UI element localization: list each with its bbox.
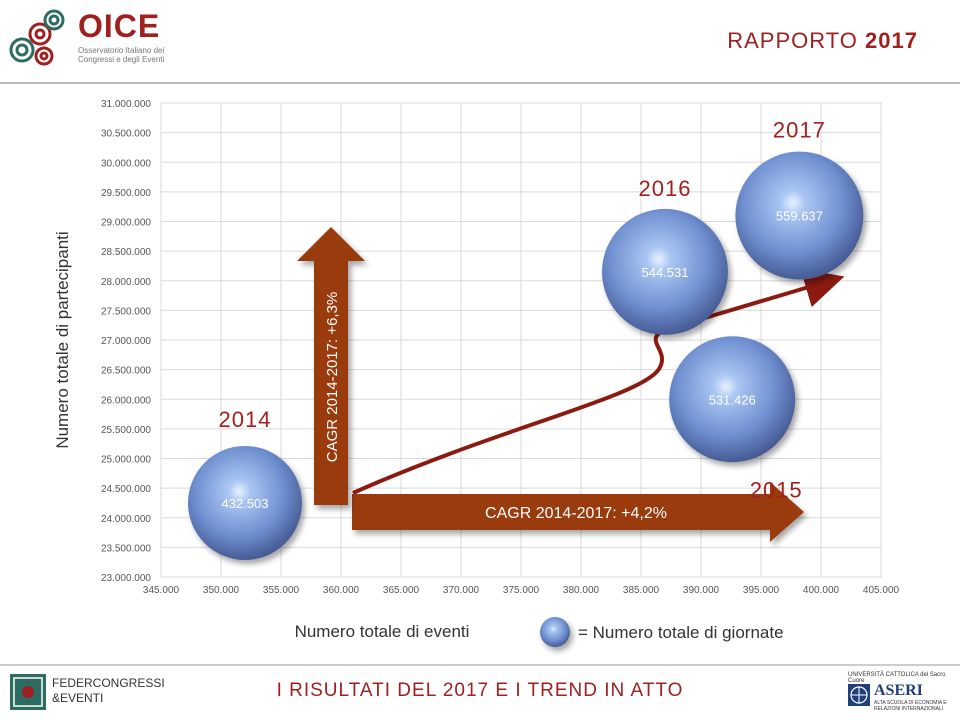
y-tick-label: 28.000.000 (101, 277, 151, 288)
y-tick-label: 30.500.000 (101, 129, 151, 140)
report-year: 2017 (865, 28, 918, 53)
bubble-value-2014: 432.503 (222, 496, 269, 511)
y-tick-label: 23.500.000 (101, 543, 151, 554)
y-tick-label: 23.000.000 (101, 573, 151, 584)
y-tick-label: 27.500.000 (101, 306, 151, 317)
bubble-year-2015: 2015 (750, 477, 803, 502)
bubble-year-2014: 2014 (219, 407, 272, 432)
x-tick-label: 400.000 (803, 585, 840, 596)
federcongressi-logo-icon (10, 674, 46, 710)
aseri-subtitle: ALTA SCUOLA DI ECONOMIA E RELAZIONI INTE… (874, 700, 947, 712)
y-tick-label: 24.000.000 (101, 514, 151, 525)
federcongressi-line1: FEDERCONGRESSI (52, 676, 165, 690)
report-prefix: RAPPORTO (727, 28, 858, 53)
y-tick-label: 26.000.000 (101, 395, 151, 406)
report-title: RAPPORTO 2017 (727, 28, 918, 54)
bubble-value-2017: 559.637 (776, 209, 823, 224)
slide-header: OICE Osservatorio Italiano dei Congressi… (0, 0, 960, 84)
federcongressi-line2: &EVENTI (52, 691, 104, 705)
footer-divider (0, 664, 960, 666)
legend-text: = Numero totale di giornate (578, 623, 784, 642)
federcongressi-logo-text: FEDERCONGRESSI &EVENTI (52, 676, 165, 706)
chart-area: 345.000 350.000 355.000 360.000 365.000 370.0… (0, 84, 960, 664)
x-tick-label: 350.000 (203, 585, 240, 596)
header-divider (0, 82, 960, 84)
legend-bubble-marker (540, 617, 570, 647)
y-tick-label: 25.000.000 (101, 455, 151, 466)
aseri-name: ASERI (874, 682, 923, 699)
y-tick-label: 25.500.000 (101, 425, 151, 436)
aseri-university: UNIVERSITÀ CATTOLICA del Sacro Cuore (848, 672, 946, 684)
x-tick-label: 405.000 (863, 585, 900, 596)
federcongressi-mark-icon (13, 677, 43, 707)
y-tick-label: 27.000.000 (101, 336, 151, 347)
bubble-value-2015: 531.426 (709, 392, 756, 407)
trend-arrow (352, 268, 845, 495)
footer-title: I RISULTATI DEL 2017 E I TREND IN ATTO (276, 680, 684, 701)
y-tick-label: 26.500.000 (101, 366, 151, 377)
cagr-participants-label: CAGR 2014-2017: +6,3% (324, 292, 341, 463)
aseri-globe-icon (848, 684, 870, 706)
y-axis-title: Numero totale di partecipanti (53, 231, 72, 448)
x-tick-label: 375.000 (503, 585, 540, 596)
logo-subtitle: Osservatorio Italiano dei Congressi e de… (78, 46, 165, 64)
x-tick-label: 360.000 (323, 585, 360, 596)
y-tick-label: 30.000.000 (101, 158, 151, 169)
cagr-participants-arrow (297, 227, 365, 505)
cagr-events-label: CAGR 2014-2017: +4,2% (485, 505, 667, 522)
arrow-layer (297, 227, 845, 542)
y-tick-label: 24.500.000 (101, 484, 151, 495)
y-tick-label: 29.000.000 (101, 218, 151, 229)
oice-rings-icon (9, 9, 65, 66)
x-tick-label: 345.000 (143, 585, 180, 596)
x-tick-label: 390.000 (683, 585, 720, 596)
bubble-2016 (602, 208, 728, 335)
aseri-logo: UNIVERSITÀ CATTOLICA del Sacro Cuore ASE… (848, 672, 948, 716)
bubble-2017 (735, 151, 864, 280)
aseri-globe-svg-icon (850, 686, 868, 704)
y-tick-label: 29.500.000 (101, 188, 151, 199)
x-tick-label: 370.000 (443, 585, 480, 596)
x-tick-label: 365.000 (383, 585, 420, 596)
cagr-events-arrow (352, 482, 804, 542)
label-layer: CAGR 2014-2017: +4,2% CAGR 2014-2017: +6,… (219, 118, 826, 522)
tick-layer: 345.000 350.000 355.000 360.000 365.000 370.0… (53, 99, 900, 647)
bubble-value-2016: 544.531 (642, 265, 689, 280)
bubble-year-2017: 2017 (773, 118, 826, 143)
bubble-2015 (669, 336, 796, 463)
x-tick-label: 385.000 (623, 585, 660, 596)
y-tick-label: 28.500.000 (101, 247, 151, 258)
bubble-chart: 345.000 350.000 355.000 360.000 365.000 370.0… (53, 99, 900, 647)
x-tick-label: 380.000 (563, 585, 600, 596)
oice-logo: OICE Osservatorio Italiano dei Congressi… (8, 6, 188, 76)
bubble-layer (188, 151, 864, 560)
slide-footer: FEDERCONGRESSI &EVENTI I RISULTATI DEL 2… (0, 666, 960, 720)
logo-wordmark: OICE (78, 8, 161, 44)
x-axis-title: Numero totale di eventi (295, 622, 470, 641)
y-tick-label: 31.000.000 (101, 99, 151, 110)
bubble-2014 (188, 445, 302, 560)
bubble-year-2016: 2016 (639, 176, 692, 201)
x-tick-label: 395.000 (743, 585, 780, 596)
x-tick-label: 355.000 (263, 585, 300, 596)
